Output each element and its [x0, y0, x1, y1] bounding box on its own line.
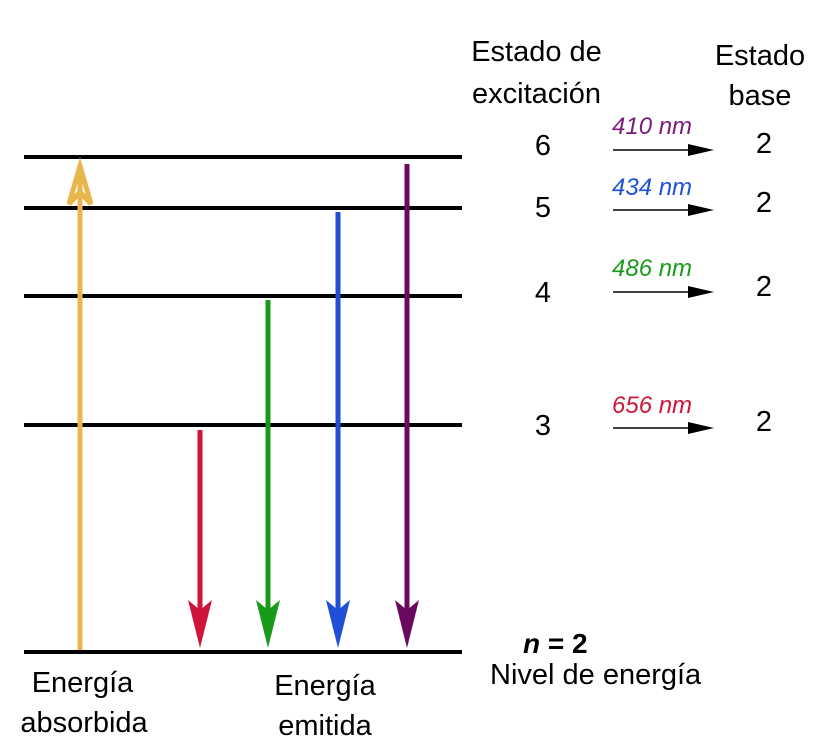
emitted-energy-label-line2: emitida — [278, 710, 372, 742]
transition-arrow-3 — [613, 422, 714, 434]
absorption-arrow-head — [66, 157, 94, 206]
absorbed-energy-label-line2: absorbida — [20, 707, 148, 739]
absorbed-energy-label-line1: Energía — [31, 667, 134, 699]
wavelength-label-486: 486 nm — [612, 255, 693, 282]
emission-arrow-red-head — [188, 600, 212, 648]
upper-level-4: 4 — [534, 277, 552, 309]
ground-level-n-label: n = 2 — [523, 628, 588, 660]
excited-state-header-line1: Estado de — [471, 36, 602, 68]
emission-arrow-green-head — [256, 600, 280, 648]
ground-state-header-line1: Estado — [714, 40, 806, 72]
lower-level-label-row4: 2 — [755, 271, 773, 303]
n-value: = 2 — [547, 628, 588, 659]
transition-arrow-6 — [613, 144, 714, 156]
upper-level-5: 5 — [534, 192, 552, 224]
upper-level-6: 6 — [534, 130, 552, 162]
emission-arrow-blue-head — [326, 600, 350, 648]
upper-level-3: 3 — [534, 410, 552, 442]
emitted-energy-label-line1: Energía — [274, 670, 376, 702]
excited-state-header-line2: excitación — [472, 78, 601, 110]
transition-arrow-4 — [613, 286, 714, 298]
wavelength-label-434: 434 nm — [612, 174, 693, 201]
wavelength-label-410: 410 nm — [612, 113, 693, 140]
lower-level-label-row6: 2 — [755, 128, 773, 160]
transition-arrow-5 — [613, 204, 714, 216]
ground-state-header-line2: base — [728, 80, 792, 112]
wavelength-label-656: 656 nm — [612, 392, 693, 419]
emission-arrow-purple-head — [395, 600, 419, 648]
lower-level-label-row3: 2 — [755, 406, 773, 438]
ground-level-caption: Nivel de energía — [490, 659, 702, 691]
lower-level-label-row5: 2 — [755, 187, 773, 219]
n-symbol: n — [523, 628, 541, 659]
